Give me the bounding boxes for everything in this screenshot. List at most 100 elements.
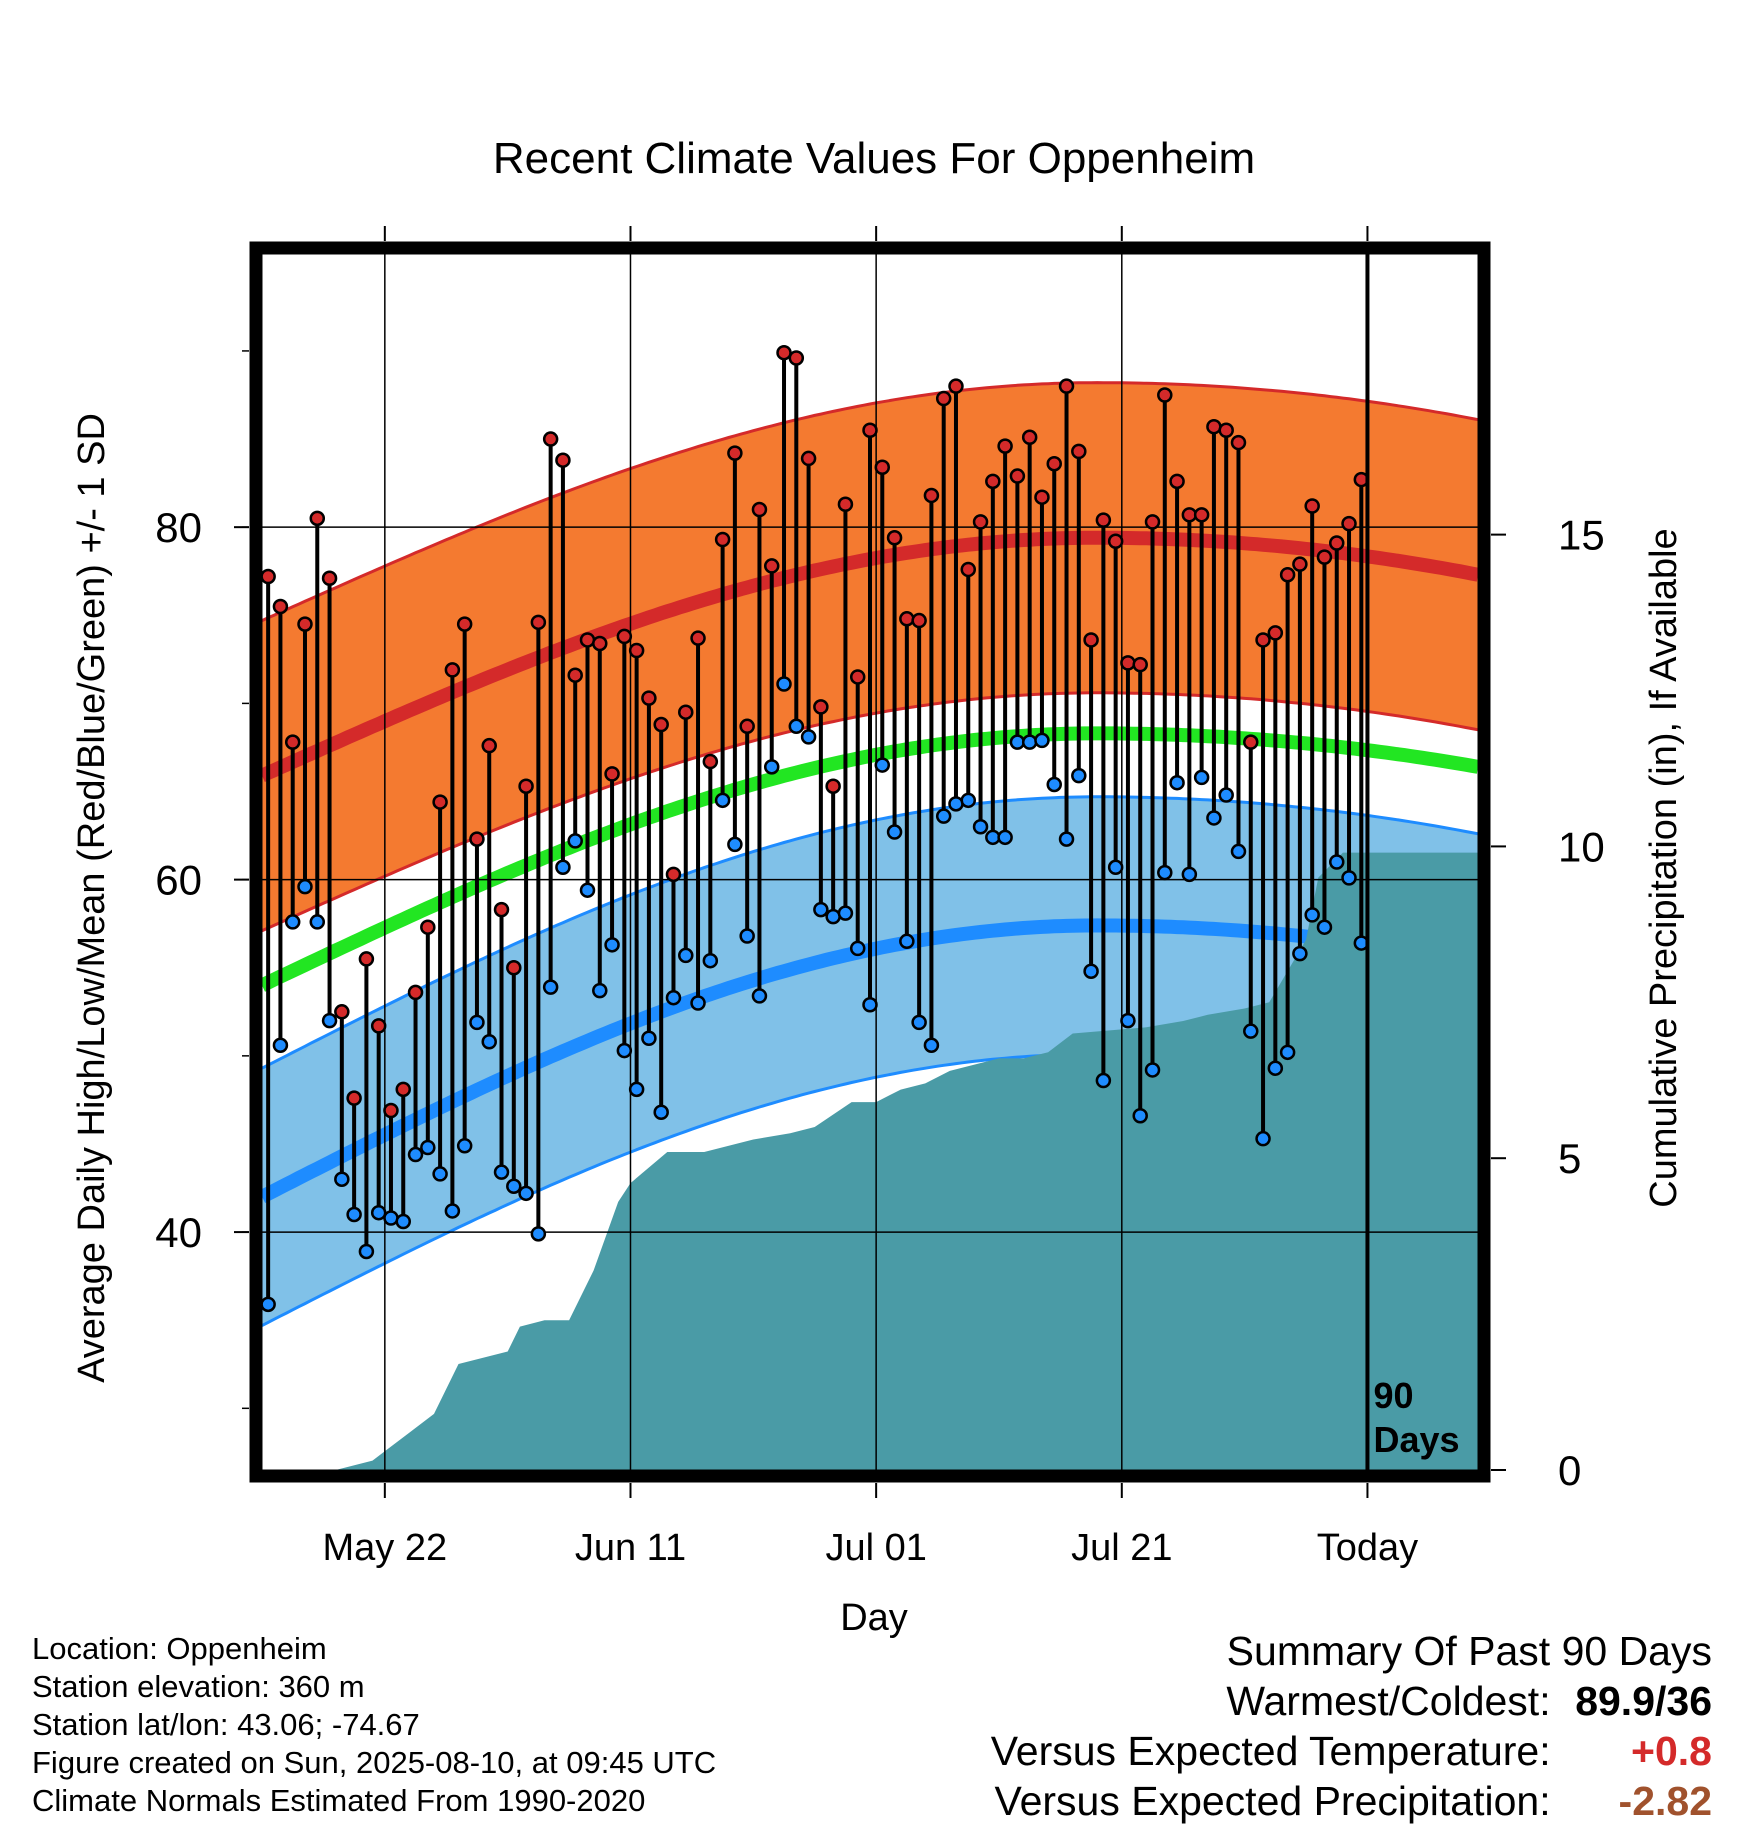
daily-low-point — [542, 979, 559, 995]
daily-high-point — [383, 1102, 399, 1119]
high-sd-upper-edge — [262, 381, 1478, 622]
daily-low-point — [1071, 767, 1087, 784]
daily-low-point — [972, 819, 989, 835]
daily-high-point — [751, 501, 768, 518]
y-tick-label: 80 — [155, 504, 202, 551]
daily-high-point — [849, 669, 866, 685]
daily-high-point — [555, 452, 571, 468]
daily-low-point — [616, 1042, 633, 1059]
y2-tick-label: 15 — [1558, 512, 1605, 559]
daily-low-point — [1292, 945, 1308, 962]
daily-high-point — [1071, 443, 1087, 460]
daily-high-point — [579, 632, 596, 648]
daily-high-point — [1218, 422, 1234, 438]
daily-high-point — [1292, 556, 1308, 572]
y-axis-label: Average Daily High/Low/Mean (Red/Blue/Gr… — [71, 413, 113, 1383]
daily-high-point — [1046, 455, 1062, 472]
x-tick-label: Jun 11 — [575, 1527, 686, 1569]
daily-low-point — [874, 757, 891, 773]
daily-high-point — [262, 568, 276, 585]
daily-low-point — [665, 989, 682, 1006]
daily-high-point — [1157, 387, 1173, 403]
daily-low-point — [420, 1139, 436, 1156]
daily-high-point — [309, 510, 326, 527]
daily-high-point — [862, 422, 878, 438]
daily-high-point — [272, 598, 289, 615]
daily-low-point — [739, 928, 755, 944]
daily-low-point — [800, 729, 817, 745]
daily-low-point — [911, 1014, 927, 1031]
daily-low-point — [751, 988, 768, 1004]
daily-high-point — [444, 662, 461, 678]
plot-frame — [249, 241, 1491, 1483]
daily-high-point — [1304, 498, 1320, 514]
daily-low-point — [886, 824, 903, 840]
daily-low-point — [493, 1164, 510, 1180]
daily-low-point — [837, 905, 854, 921]
daily-low-point — [1328, 854, 1345, 870]
daily-high-point — [297, 616, 313, 632]
daily-high-point — [1144, 514, 1161, 530]
daily-high-point — [1107, 533, 1124, 550]
daily-low-point — [1157, 864, 1173, 881]
daily-low-point — [321, 1012, 338, 1029]
location-text: Location: Oppenheim — [32, 1631, 327, 1666]
daily-high-point — [1021, 429, 1038, 446]
daily-high-point — [370, 1018, 387, 1034]
daily-high-point — [1279, 566, 1296, 583]
daily-high-point — [1009, 468, 1026, 484]
daily-low-point — [1304, 907, 1320, 923]
precip-label: Versus Expected Precipitation: — [994, 1778, 1551, 1824]
daily-high-point — [493, 901, 510, 918]
daily-low-point — [358, 1243, 375, 1260]
warm-cold-label: Warmest/Coldest: — [1226, 1678, 1551, 1724]
daily-high-point — [542, 431, 559, 447]
daily-high-point — [1083, 632, 1099, 648]
daily-low-point — [530, 1226, 547, 1242]
daily-low-point — [727, 836, 743, 853]
daily-low-point — [555, 859, 571, 876]
precip-value: -2.82 — [1618, 1778, 1712, 1824]
daily-low-point — [690, 995, 706, 1011]
daily-high-point — [653, 716, 669, 733]
y2-axis-label: Cumulative Precipitation (in), If Availa… — [1643, 528, 1685, 1207]
summary-title: Summary Of Past 90 Days — [1226, 1628, 1712, 1674]
daily-high-point — [800, 450, 817, 467]
daily-high-point — [1095, 512, 1112, 528]
daily-high-point — [567, 667, 583, 683]
daily-low-point — [262, 1296, 276, 1313]
daily-high-point — [432, 794, 448, 810]
daily-high-point — [407, 984, 424, 1001]
daily-high-point — [837, 496, 854, 512]
daily-high-point — [763, 558, 780, 574]
daily-high-point — [284, 734, 301, 750]
daily-high-point — [1230, 434, 1247, 451]
daily-low-point — [604, 937, 620, 953]
daily-low-point — [1120, 1012, 1136, 1029]
daily-low-point — [432, 1166, 448, 1182]
station-info: Location: Oppenheim Station elevation: 3… — [32, 1630, 716, 1820]
daily-high-point — [972, 514, 989, 530]
daily-high-point — [1132, 656, 1148, 673]
daily-low-point — [334, 1171, 350, 1187]
daily-low-point — [948, 796, 964, 812]
daily-low-point — [1046, 776, 1062, 793]
daily-high-point — [1341, 515, 1357, 532]
daily-high-point — [481, 737, 497, 754]
daily-low-point — [702, 952, 719, 969]
daily-high-point — [469, 831, 485, 847]
daily-low-point — [579, 882, 596, 898]
y2-tick-label: 10 — [1558, 823, 1605, 870]
daily-high-point — [456, 616, 473, 632]
daily-high-point — [690, 630, 706, 646]
daily-high-point — [616, 628, 633, 645]
daily-high-point — [948, 378, 964, 394]
daily-low-point — [628, 1081, 645, 1098]
daily-high-point — [923, 487, 940, 504]
today-marker-label: 90 — [1373, 1375, 1413, 1416]
daily-high-point — [641, 690, 657, 706]
daily-low-point — [641, 1030, 657, 1046]
daily-low-point — [1058, 831, 1075, 847]
daily-low-point — [456, 1137, 473, 1154]
daily-low-point — [1021, 734, 1038, 750]
